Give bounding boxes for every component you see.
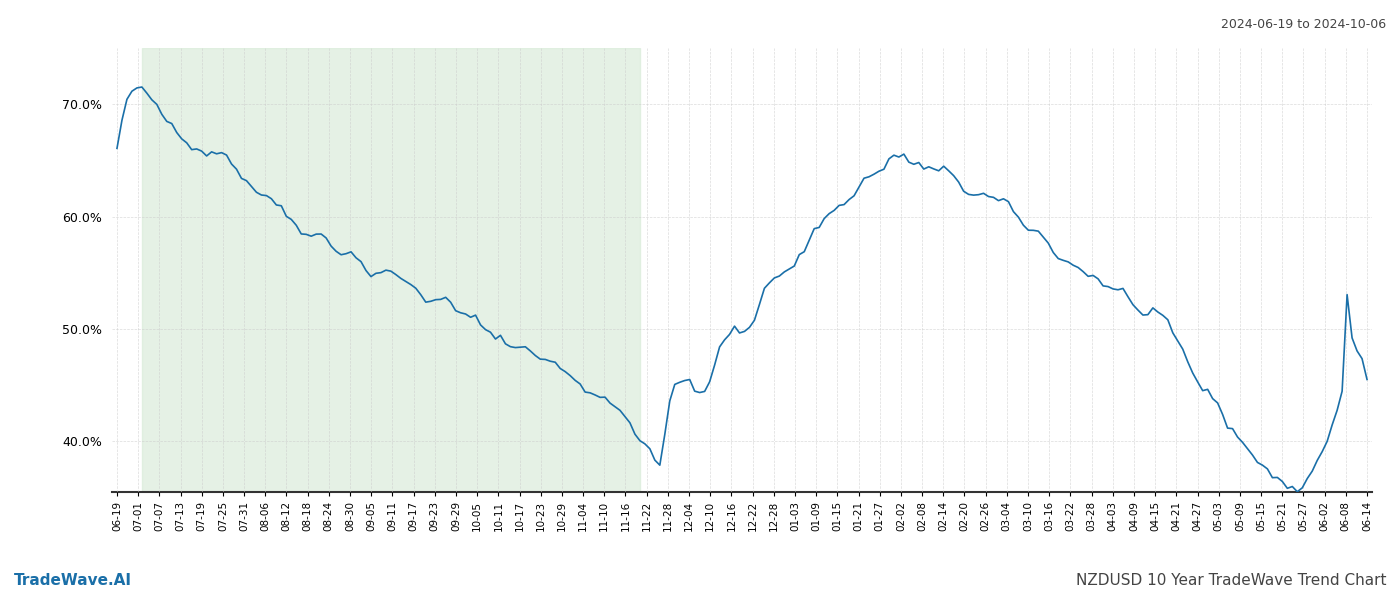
Text: TradeWave.AI: TradeWave.AI <box>14 573 132 588</box>
Text: NZDUSD 10 Year TradeWave Trend Chart: NZDUSD 10 Year TradeWave Trend Chart <box>1075 573 1386 588</box>
Bar <box>141 48 640 492</box>
Text: 2024-06-19 to 2024-10-06: 2024-06-19 to 2024-10-06 <box>1221 18 1386 31</box>
